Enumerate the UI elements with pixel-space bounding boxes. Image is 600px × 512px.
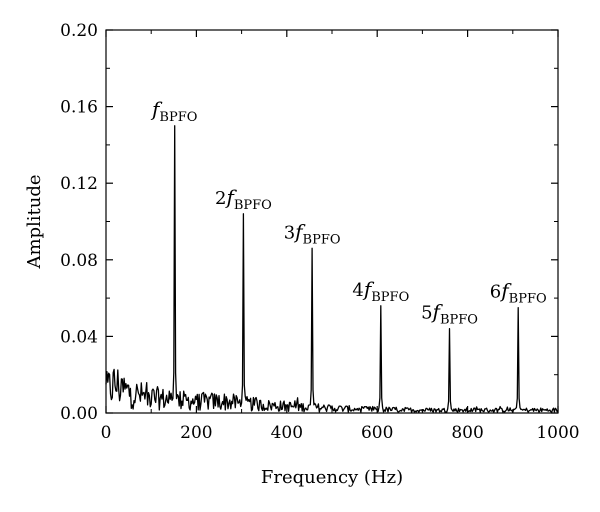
series-layer: [105, 125, 559, 413]
x-tick-label: 600: [361, 423, 393, 443]
peak-label: 5fBPFO: [421, 300, 478, 328]
x-axis-title: Frequency (Hz): [261, 467, 403, 488]
y-tick-label: 0.12: [60, 174, 98, 194]
peak-label: 3fBPFO: [284, 219, 341, 247]
peak-label-harmonic: 5: [421, 303, 432, 324]
y-tick-label: 0.00: [60, 404, 98, 424]
peak-label-subscript: BPFO: [159, 110, 197, 125]
peak-label-harmonic: 2: [215, 188, 226, 209]
peak-label: 6fBPFO: [490, 279, 547, 307]
peak-label-harmonic: 4: [352, 280, 363, 301]
peak-label-subscript: BPFO: [371, 290, 409, 305]
peak-label: 4fBPFO: [352, 277, 409, 305]
x-tick-label: 0: [101, 423, 112, 443]
peak-label-subscript: BPFO: [509, 292, 547, 307]
peak-label-subscript: BPFO: [303, 232, 341, 247]
x-tick-label: 400: [271, 423, 303, 443]
peak-label-harmonic: 3: [284, 222, 295, 243]
axes: 0.00 0.04 0.08 0.12 0.16 0.20 0 200 400 600 800 100…: [60, 21, 579, 443]
spectrum-line: [105, 125, 559, 413]
peak-annotations: fBPFO 2fBPFO 3fBPFO 4fBPFO 5fBPFO 6fBPFO: [150, 97, 547, 328]
peak-label: 2fBPFO: [215, 185, 272, 213]
x-tick-label: 200: [180, 423, 212, 443]
y-tick-label: 0.08: [60, 251, 98, 271]
peak-label: fBPFO: [150, 97, 197, 125]
y-axis-title: Amplitude: [24, 174, 45, 269]
peak-label-subscript: BPFO: [440, 313, 478, 328]
y-tick-label: 0.16: [60, 98, 98, 118]
y-tick-label: 0.20: [60, 21, 98, 41]
x-tick-label: 1000: [536, 423, 579, 443]
peak-label-harmonic: 6: [490, 282, 501, 303]
x-tick-label: 800: [451, 423, 483, 443]
y-tick-label: 0.04: [60, 327, 98, 347]
peak-label-subscript: BPFO: [234, 198, 272, 213]
